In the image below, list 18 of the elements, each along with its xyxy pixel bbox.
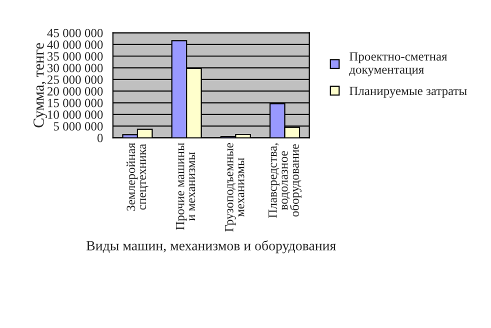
y-tick-label: 30 000 000	[48, 64, 103, 72]
x-tick-label: Землеройная спецтехника	[126, 142, 148, 211]
y-tick-label: 35 000 000	[48, 52, 103, 61]
y-tick-label: 0	[97, 134, 103, 142]
x-tick-label: Грузоподъемные механизмы	[225, 143, 244, 232]
y-tick-label: 5 000 000	[54, 122, 103, 131]
y-axis-title: Сумма, тенге	[34, 43, 47, 128]
y-tick-label: 40 000 000	[47, 40, 103, 49]
y-tick-label: 10 000 000	[48, 110, 103, 119]
legend-label: Проектно-сметная документация	[349, 52, 448, 76]
y-tick-label: 25 000 000	[48, 75, 103, 84]
y-tick-label: 15 000 000	[48, 98, 103, 108]
y-tick-label: 45 000 000	[47, 28, 103, 38]
x-tick-label: Плавсредства, водолазное оборудование	[268, 143, 302, 218]
legend-label: Планируемые затраты	[350, 86, 467, 98]
y-tick-label: 20 000 000	[48, 87, 103, 96]
x-axis-title: Виды машин, механизмов и оборудования	[86, 240, 336, 254]
x-tick-label: Прочие машины и механизмы	[176, 142, 196, 230]
